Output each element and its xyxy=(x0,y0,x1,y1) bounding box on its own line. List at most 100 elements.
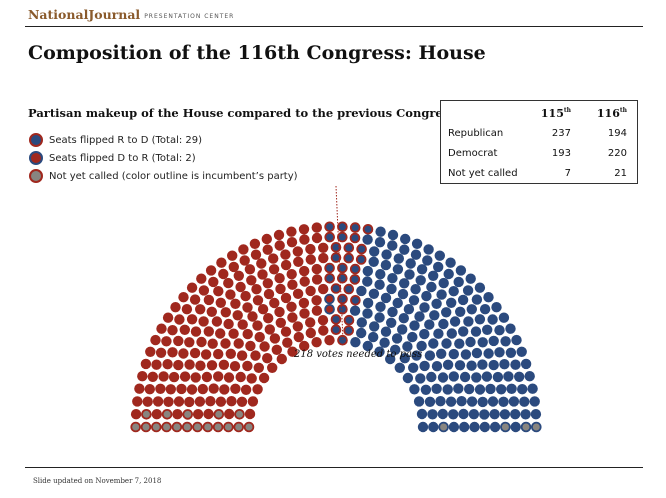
seat-uncalled xyxy=(212,421,224,433)
seat-democrat xyxy=(454,338,465,349)
seat-republican xyxy=(206,306,217,317)
seat-republican xyxy=(233,338,244,349)
seat-flipped-r-to-d xyxy=(324,231,336,243)
seat-republican xyxy=(256,258,267,269)
seat-republican xyxy=(225,289,236,300)
seat-democrat xyxy=(477,337,488,348)
seat-democrat xyxy=(470,326,482,337)
seat-republican xyxy=(184,396,195,408)
seat-flipped-r-to-d xyxy=(337,334,348,346)
seat-democrat xyxy=(429,310,440,321)
seat-flipped-r-to-d xyxy=(349,222,361,233)
seat-republican xyxy=(324,335,335,346)
chart-legend: Seats flipped R to D (Total: 29) Seats f… xyxy=(29,131,298,185)
seat-republican xyxy=(230,298,241,309)
seat-republican xyxy=(242,328,253,340)
seat-uncalled xyxy=(438,421,449,433)
seat-democrat xyxy=(436,289,447,300)
seat-republican xyxy=(263,313,274,324)
seat-republican xyxy=(176,383,187,395)
seat-democrat xyxy=(431,383,442,394)
seat-flipped-r-to-d xyxy=(343,252,355,264)
seat-democrat xyxy=(386,283,397,295)
seat-republican xyxy=(299,308,310,319)
seat-republican xyxy=(317,315,329,326)
seat-republican xyxy=(275,283,286,295)
seat-democrat xyxy=(349,305,361,316)
seat-democrat xyxy=(387,273,398,284)
seat-republican xyxy=(292,288,304,299)
seat-democrat xyxy=(474,314,486,325)
seat-democrat xyxy=(479,421,490,433)
seat-democrat xyxy=(510,409,521,420)
seat-democrat xyxy=(489,421,501,433)
seat-democrat xyxy=(368,331,379,343)
seat-flipped-r-to-d xyxy=(349,263,361,275)
seat-flipped-r-to-d xyxy=(337,303,348,315)
seat-democrat xyxy=(409,320,420,331)
seat-democrat xyxy=(381,249,392,260)
seat-democrat xyxy=(407,331,418,343)
seat-democrat xyxy=(436,348,447,359)
seat-uncalled xyxy=(161,408,173,420)
seat-democrat xyxy=(448,286,459,297)
seat-democrat xyxy=(448,348,459,360)
seat-democrat xyxy=(455,265,467,276)
seat-flipped-r-to-d xyxy=(330,314,342,325)
seat-republican xyxy=(274,273,285,284)
seat-flipped-r-to-d xyxy=(355,254,367,265)
seat-republican xyxy=(299,340,310,352)
seat-republican xyxy=(268,264,280,275)
table-row-republican: Republican 237 194 xyxy=(441,128,637,144)
seat-democrat xyxy=(494,347,505,358)
seat-republican xyxy=(299,276,310,287)
seat-republican xyxy=(305,243,316,255)
seat-democrat xyxy=(464,383,475,395)
seat-republican xyxy=(305,317,316,328)
seat-democrat xyxy=(397,288,409,300)
seat-democrat xyxy=(362,297,374,309)
seat-republican xyxy=(311,232,323,244)
seat-republican xyxy=(137,371,148,382)
seat-republican xyxy=(263,288,275,300)
seat-democrat xyxy=(487,314,498,325)
seat-democrat xyxy=(402,372,414,384)
seat-republican xyxy=(235,281,246,293)
seat-democrat xyxy=(468,409,480,420)
seat-republican xyxy=(142,396,153,407)
seat-republican xyxy=(280,292,292,304)
seat-democrat xyxy=(442,359,454,370)
seat-democrat xyxy=(496,384,507,395)
seat-uncalled xyxy=(233,421,245,433)
seat-democrat xyxy=(411,350,422,361)
seat-republican xyxy=(130,409,142,420)
seat-republican xyxy=(280,326,292,337)
seat-republican xyxy=(264,324,275,335)
seat-democrat xyxy=(431,361,443,372)
seat-republican xyxy=(227,250,238,261)
row-label-democrat: Democrat xyxy=(448,148,498,159)
seat-republican xyxy=(196,336,207,348)
seat-republican xyxy=(274,240,285,251)
seat-flipped-r-to-d xyxy=(350,294,361,306)
seat-republican xyxy=(247,396,259,407)
seat-republican xyxy=(168,371,180,383)
seat-democrat xyxy=(471,372,482,383)
seat-democrat xyxy=(453,276,464,288)
seat-democrat xyxy=(385,353,396,365)
seat-republican xyxy=(213,371,224,382)
seat-republican xyxy=(150,334,161,346)
seat-republican xyxy=(258,372,270,384)
seat-democrat xyxy=(392,264,404,275)
cell-republican-115: 237 xyxy=(551,128,571,139)
seat-democrat xyxy=(481,371,493,382)
seat-democrat xyxy=(505,323,516,334)
seat-republican xyxy=(147,371,158,382)
bottom-rule xyxy=(25,467,643,468)
seat-republican xyxy=(215,297,226,308)
seat-republican xyxy=(257,304,269,315)
seat-democrat xyxy=(368,256,379,267)
seat-republican xyxy=(262,353,273,364)
seat-democrat xyxy=(477,359,488,370)
